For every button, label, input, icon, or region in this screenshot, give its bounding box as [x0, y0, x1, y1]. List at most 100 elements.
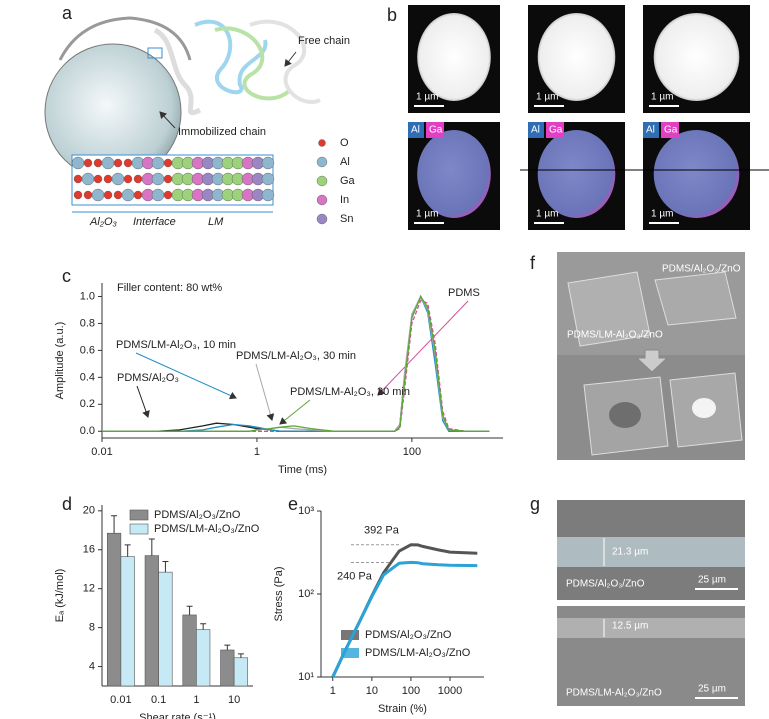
region-label: Interface — [133, 216, 176, 228]
x-tick-label: 10 — [366, 685, 378, 697]
y-tick-label: 1.0 — [80, 290, 95, 302]
series-label: PDMS/LM-Al₂O₃, 10 min — [116, 339, 236, 351]
y-tick-label: 10³ — [298, 505, 314, 517]
sample-label: PDMS/Al₂O₃/ZnO — [566, 579, 645, 590]
label-arrow — [135, 352, 237, 400]
element-label: Sn — [340, 213, 353, 225]
series-label: PDMS/LM-Al₂O₃, 30 min — [236, 350, 356, 362]
legend-swatch — [129, 523, 149, 535]
particle — [417, 130, 491, 218]
atom — [133, 190, 143, 200]
droplet — [692, 398, 716, 418]
chain — [214, 26, 292, 101]
x-tick-label: 1000 — [438, 685, 462, 697]
x-axis-title: Shear rate (s⁻¹) — [139, 712, 216, 719]
y-tick-label: 10² — [298, 588, 314, 600]
scale-label: 25 µm — [698, 575, 726, 586]
tag-box — [408, 122, 424, 138]
y-tick-label: 16 — [83, 544, 95, 556]
chain — [194, 19, 268, 95]
atom — [73, 174, 83, 184]
x-tick-label: 1 — [254, 446, 260, 458]
atom — [111, 172, 125, 186]
legend-label: PDMS/LM-Al₂O₃/ZnO — [365, 647, 471, 659]
tag-box — [643, 122, 659, 138]
scale-label: 1 µm — [651, 92, 673, 103]
y-tick-label: 8 — [89, 622, 95, 634]
y-tick-label: 4 — [89, 660, 95, 672]
y-axis-title: Eₐ (kJ/mol) — [54, 569, 66, 623]
tag: Al — [646, 125, 655, 136]
atom — [261, 156, 275, 170]
panel-label: c — [62, 266, 71, 286]
tag-box — [528, 122, 544, 138]
x-tick-label: 1 — [193, 694, 199, 706]
arrow — [635, 349, 669, 373]
y-tick-label: 12 — [83, 583, 95, 595]
series-line — [102, 295, 490, 432]
tag: Al — [411, 125, 420, 136]
particle — [537, 13, 616, 101]
atom — [163, 174, 173, 184]
error-bar — [237, 653, 244, 658]
chain — [153, 27, 202, 116]
y-axis-title: Stress (Pa) — [273, 566, 285, 621]
series-line — [331, 560, 478, 678]
arrow — [284, 51, 297, 67]
atom — [133, 174, 143, 184]
error-bar — [186, 605, 193, 615]
y-axis-title: Amplitude (a.u.) — [54, 322, 66, 400]
atom — [103, 174, 113, 184]
atom — [113, 190, 123, 200]
atom — [151, 188, 165, 202]
film — [654, 271, 737, 326]
legend-label: PDMS/Al₂O₃/ZnO — [365, 629, 452, 641]
series-label: PDMS/LM-Al₂O₃, 20 min — [290, 386, 410, 398]
x-tick-label: 0.01 — [110, 694, 131, 706]
atom — [101, 156, 115, 170]
element-label: O — [340, 137, 349, 149]
element-legend: O Al Ga In Sn — [316, 137, 356, 225]
panel-f: PDMS/Al₂O₃/ZnO PDMS/LM-Al₂O₃/ZnO — [557, 252, 745, 460]
x-tick-label: 100 — [403, 446, 421, 458]
scale-label: 1 µm — [416, 209, 438, 220]
label-arrow — [377, 300, 469, 396]
panel-label: g — [530, 494, 540, 514]
tag-box — [546, 122, 564, 138]
legend-swatch — [341, 648, 359, 658]
bar — [220, 649, 235, 687]
atom — [103, 190, 113, 200]
series-label: PDMS/Al₂O₃ — [117, 372, 179, 384]
atom — [73, 190, 83, 200]
panel-b: 1 µm 1 µm Al Ga 1 µm 1 µm Al Ga 1 µm 1 µm Al Ga — [408, 5, 750, 230]
region-label: LM — [208, 216, 224, 228]
atom — [83, 190, 93, 200]
error-bar — [124, 544, 131, 557]
label: Free chain — [298, 35, 350, 47]
label-arrow — [279, 399, 311, 425]
atom — [93, 174, 103, 184]
x-tick-label: 0.1 — [151, 694, 166, 706]
panel-label: d — [62, 494, 72, 514]
atom — [123, 174, 133, 184]
panel-label: a — [62, 3, 73, 23]
error-bar — [162, 560, 169, 573]
coating — [557, 537, 745, 567]
x-tick-label: 100 — [402, 685, 420, 697]
y-tick-label: 0.8 — [80, 317, 95, 329]
shell — [58, 16, 192, 61]
panel-label: f — [530, 253, 536, 273]
bar — [196, 629, 211, 687]
scale-label: 25 µm — [698, 684, 726, 695]
error-bar — [224, 644, 231, 650]
bar — [182, 614, 197, 687]
element-label: In — [340, 194, 349, 206]
element-dot — [318, 139, 326, 147]
charts: 0.0 0.2 0.4 0.6 0.8 1.0 0.01 1 100 Time (ms) Ampli… — [54, 282, 503, 719]
bar — [106, 532, 122, 687]
atom — [113, 158, 123, 168]
element-label: Al — [340, 156, 350, 168]
label: Immobilized chain — [178, 126, 266, 138]
chain — [249, 19, 321, 104]
film — [567, 271, 651, 347]
